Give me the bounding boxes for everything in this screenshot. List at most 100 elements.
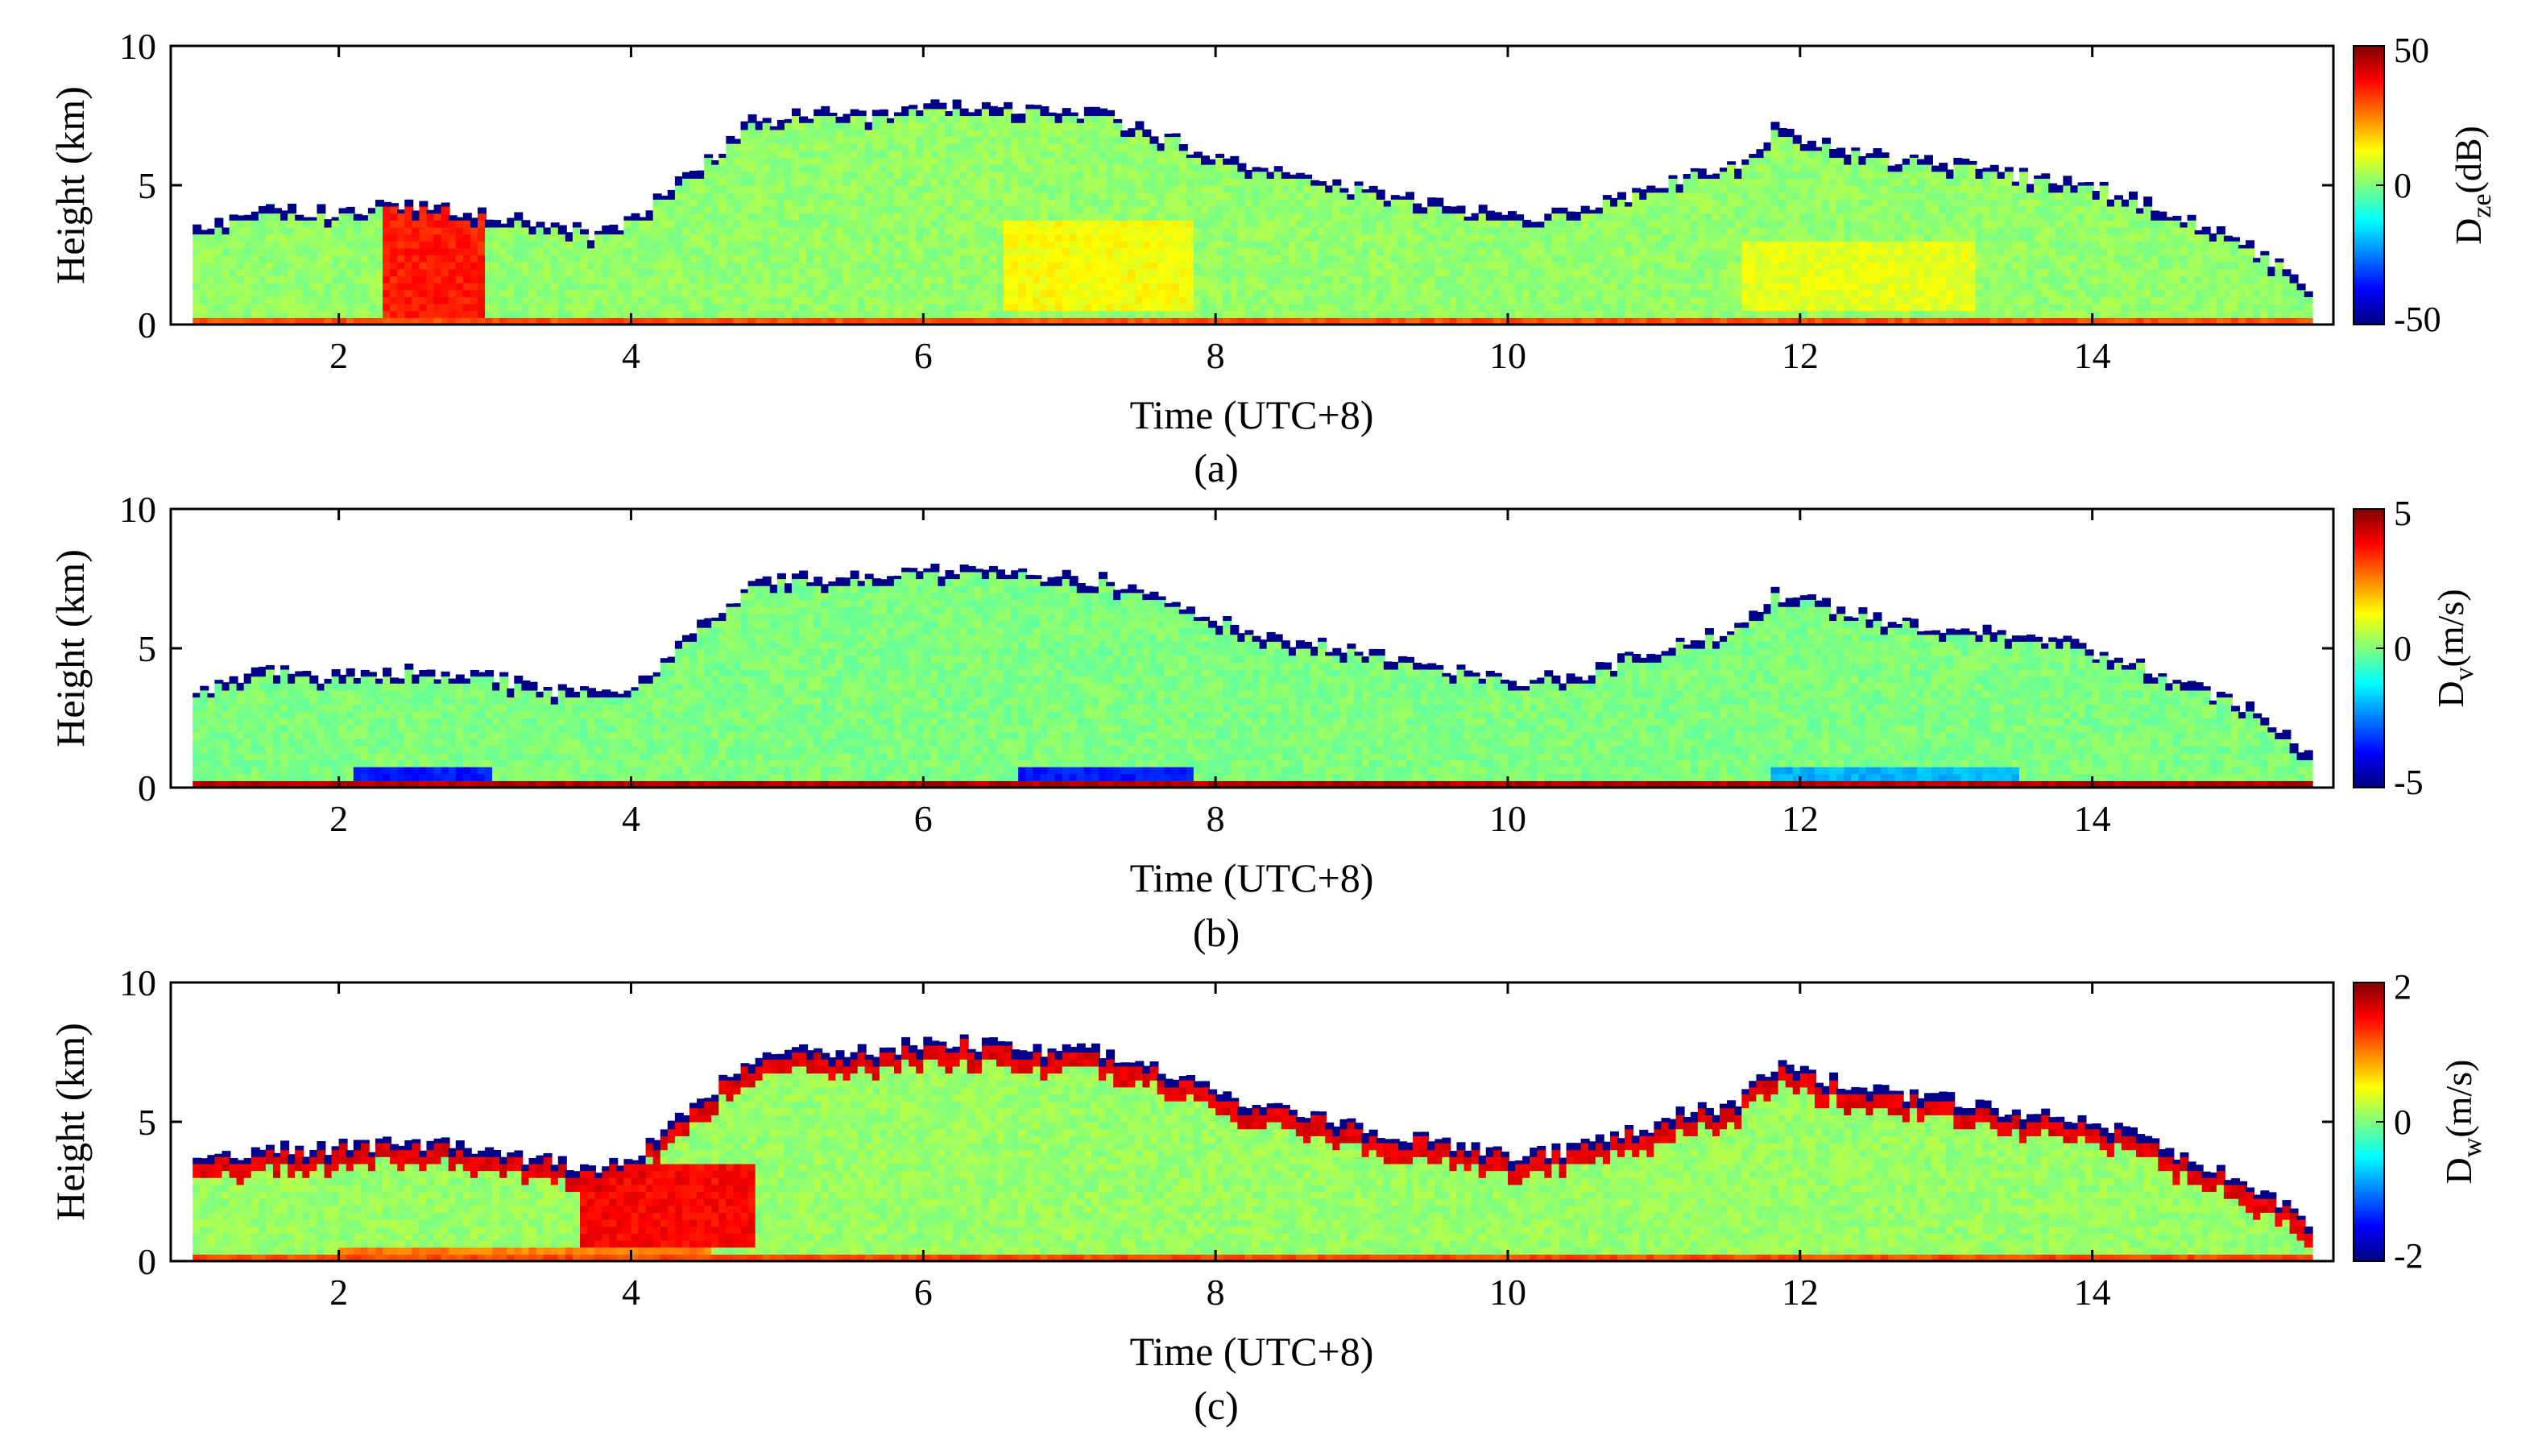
heatmap-cell bbox=[492, 254, 502, 263]
heatmap-cell bbox=[1201, 155, 1210, 158]
heatmap-cell bbox=[492, 234, 502, 242]
heatmap-cell bbox=[674, 176, 684, 179]
heatmap-cell bbox=[857, 268, 867, 277]
heatmap-cell bbox=[1040, 129, 1050, 138]
heatmap-cell bbox=[309, 241, 319, 249]
heatmap-cell bbox=[785, 262, 793, 270]
heatmap-cell bbox=[952, 199, 962, 207]
heatmap-cell bbox=[587, 289, 596, 298]
heatmap-cell bbox=[295, 214, 304, 221]
heatmap-cell bbox=[799, 171, 809, 179]
heatmap-cell bbox=[631, 254, 640, 263]
heatmap-cell bbox=[375, 226, 384, 235]
heatmap-cell bbox=[916, 115, 925, 123]
heatmap-cell bbox=[887, 185, 896, 193]
heatmap-cell bbox=[478, 241, 486, 249]
heatmap-cell bbox=[236, 296, 246, 304]
heatmap-cell bbox=[667, 296, 677, 304]
heatmap-cell bbox=[1011, 310, 1021, 318]
heatmap-cell bbox=[660, 268, 669, 277]
heatmap-cell bbox=[390, 296, 400, 304]
heatmap-cell bbox=[871, 185, 881, 193]
heatmap-cell bbox=[959, 262, 969, 270]
heatmap-cell bbox=[587, 240, 596, 242]
heatmap-cell bbox=[718, 254, 728, 263]
heatmap-cell bbox=[572, 304, 582, 312]
heatmap-cell bbox=[565, 254, 574, 263]
heatmap-cell bbox=[814, 178, 823, 186]
heatmap-cell bbox=[674, 304, 684, 312]
heatmap-cell bbox=[945, 115, 954, 123]
heatmap-cell bbox=[996, 164, 1005, 172]
heatmap-cell bbox=[938, 247, 947, 256]
heatmap-cell bbox=[776, 247, 786, 256]
heatmap-cell bbox=[776, 143, 786, 151]
heatmap-cell bbox=[302, 317, 312, 325]
heatmap-cell bbox=[367, 289, 377, 298]
heatmap-cell bbox=[776, 304, 786, 312]
heatmap-cell bbox=[814, 185, 823, 193]
heatmap-cell bbox=[485, 289, 495, 298]
heatmap-cell bbox=[324, 296, 333, 304]
heatmap-cell bbox=[894, 143, 903, 151]
heatmap-cell bbox=[521, 275, 531, 283]
heatmap-cell bbox=[711, 310, 721, 318]
heatmap-cell bbox=[996, 157, 1005, 165]
heatmap-cell bbox=[324, 268, 333, 277]
heatmap-cell bbox=[697, 262, 706, 270]
heatmap-cell bbox=[682, 296, 691, 304]
heatmap-cell bbox=[799, 185, 809, 193]
heatmap-cell bbox=[974, 206, 983, 214]
heatmap-cell bbox=[594, 254, 604, 263]
heatmap-cell bbox=[317, 247, 326, 256]
heatmap-cell bbox=[441, 234, 450, 242]
heatmap-cell bbox=[280, 304, 290, 312]
heatmap-cell bbox=[193, 317, 202, 325]
heatmap-cell bbox=[514, 234, 524, 242]
heatmap-cell bbox=[776, 226, 786, 235]
heatmap-cell bbox=[1054, 157, 1064, 165]
heatmap-cell bbox=[485, 268, 495, 277]
heatmap-cell bbox=[704, 154, 714, 159]
heatmap-cell bbox=[850, 171, 859, 179]
heatmap-cell bbox=[587, 310, 596, 318]
heatmap-cell bbox=[762, 247, 772, 256]
heatmap-cell bbox=[667, 268, 677, 277]
heatmap-cell bbox=[792, 122, 801, 130]
heatmap-cell bbox=[507, 217, 516, 221]
heatmap-cell bbox=[879, 143, 888, 151]
heatmap-cell bbox=[711, 234, 721, 242]
heatmap-cell bbox=[572, 289, 582, 298]
heatmap-cell bbox=[317, 206, 326, 214]
heatmap-cell bbox=[945, 199, 954, 207]
heatmap-cell bbox=[776, 199, 786, 207]
heatmap-cell bbox=[828, 296, 838, 304]
heatmap-cell bbox=[843, 226, 852, 235]
heatmap-cell bbox=[850, 178, 859, 186]
heatmap-cell bbox=[814, 310, 823, 318]
heatmap-cell bbox=[828, 247, 838, 256]
heatmap-cell bbox=[747, 143, 757, 151]
heatmap-cell bbox=[207, 304, 217, 312]
heatmap-cell bbox=[565, 289, 574, 298]
heatmap-cell bbox=[221, 310, 231, 318]
heatmap-cell bbox=[828, 275, 838, 283]
heatmap-cell bbox=[1047, 122, 1057, 130]
heatmap-cell bbox=[1099, 108, 1107, 110]
heatmap-cell bbox=[828, 164, 838, 172]
heatmap-cell bbox=[616, 289, 626, 298]
heatmap-cell bbox=[667, 304, 677, 312]
heatmap-cell bbox=[543, 310, 553, 318]
heatmap-cell bbox=[433, 268, 443, 277]
heatmap-cell bbox=[850, 213, 859, 221]
heatmap-cell bbox=[360, 220, 370, 228]
heatmap-cell bbox=[959, 157, 969, 165]
heatmap-cell bbox=[785, 304, 793, 312]
heatmap-cell bbox=[1047, 192, 1057, 200]
heatmap-cell bbox=[959, 108, 969, 110]
heatmap-cell bbox=[462, 241, 472, 249]
heatmap-cell bbox=[996, 136, 1005, 144]
heatmap-cell bbox=[1004, 150, 1013, 159]
heatmap-cell bbox=[507, 241, 516, 249]
heatmap-cell bbox=[747, 296, 757, 304]
